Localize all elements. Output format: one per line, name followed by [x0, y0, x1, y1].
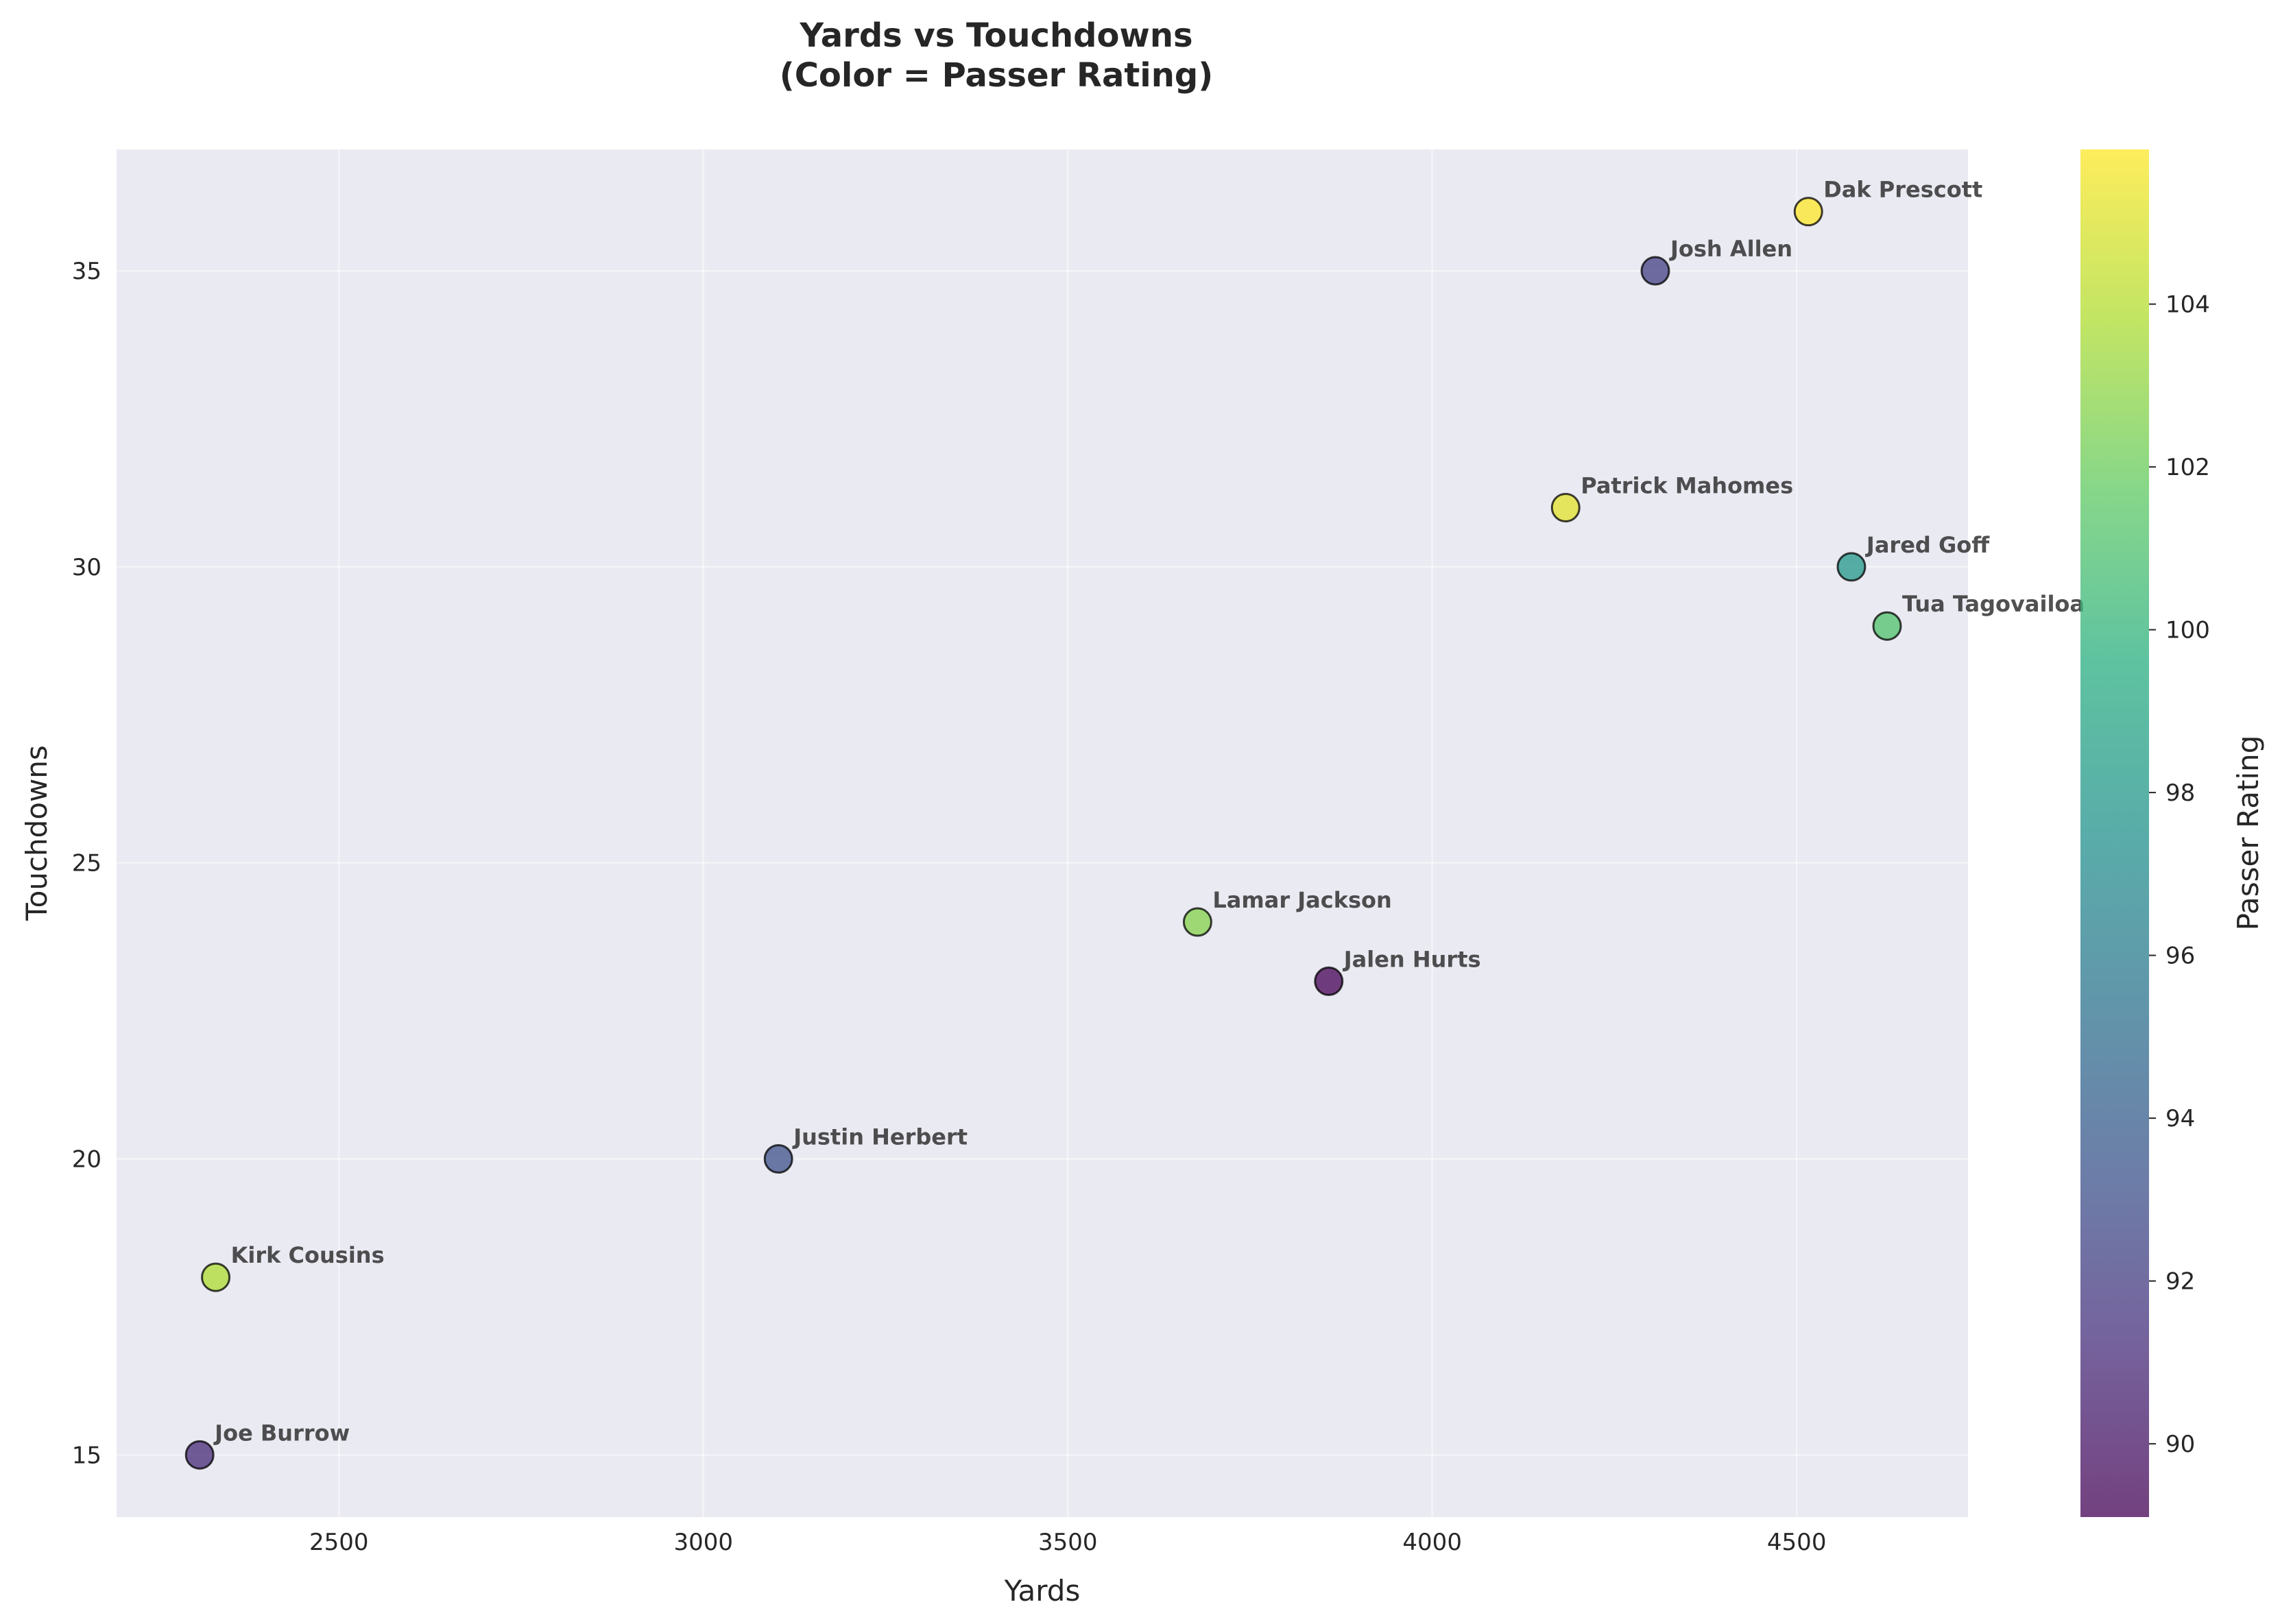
point-label: Kirk Cousins — [231, 1242, 385, 1268]
x-tick-label: 4500 — [1767, 1529, 1827, 1556]
colorbar — [2080, 149, 2149, 1517]
y-tick-label: 30 — [72, 554, 101, 581]
colorbar-tick-label: 98 — [2165, 779, 2195, 807]
x-axis-label: Yards — [1004, 1574, 1081, 1608]
colorbar-tick-label: 94 — [2165, 1105, 2195, 1132]
data-point — [184, 1440, 215, 1470]
chart-title-line: (Color = Passer Rating) — [780, 56, 1213, 95]
point-label: Patrick Mahomes — [1581, 473, 1793, 499]
point-labels: Dak Prescott Josh Allen Patrick Mahomes Jar… — [213, 177, 2085, 1446]
point-label: Lamar Jackson — [1212, 887, 1391, 913]
data-points — [184, 197, 1902, 1470]
data-point — [1182, 907, 1212, 937]
point-label: Joe Burrow — [213, 1420, 350, 1446]
data-point — [1836, 552, 1867, 582]
colorbar-tick-label: 92 — [2165, 1268, 2195, 1296]
data-point — [1640, 256, 1670, 286]
x-tick-label: 4000 — [1402, 1529, 1462, 1556]
data-point — [1872, 611, 1902, 641]
colorbar-label: Passer Rating — [2231, 736, 2265, 931]
data-point — [1550, 493, 1581, 522]
chart-title: Yards vs Touchdowns (Color = Passer Ratin… — [780, 16, 1213, 95]
y-tick-label: 25 — [72, 850, 101, 877]
data-point — [1793, 197, 1823, 227]
y-tick-label: 35 — [72, 258, 101, 285]
x-tick-label: 2500 — [309, 1529, 369, 1556]
data-point — [763, 1144, 793, 1174]
colorbar-tick-label: 96 — [2165, 943, 2195, 970]
data-point — [201, 1262, 231, 1292]
point-label: Josh Allen — [1669, 236, 1792, 262]
colorbar-tick-label: 100 — [2165, 617, 2210, 644]
point-label: Jared Goff — [1865, 532, 1990, 558]
plot-area — [117, 149, 1968, 1517]
colorbar-tick-label: 104 — [2165, 291, 2210, 319]
colorbar-tick-label: 102 — [2165, 454, 2210, 481]
colorbar-tick-label: 90 — [2165, 1431, 2195, 1458]
point-label: Tua Tagovailoa — [1902, 591, 2085, 617]
y-tick-label: 20 — [72, 1146, 101, 1174]
x-tick-label: 3000 — [673, 1529, 733, 1556]
point-label: Jalen Hurts — [1343, 946, 1481, 972]
y-axis-ticks: 15 20 25 30 35 — [72, 258, 101, 1469]
chart-title-line: Yards vs Touchdowns — [799, 16, 1192, 55]
point-label: Dak Prescott — [1823, 177, 1982, 203]
colorbar-ticks: 90 92 94 96 98 100 102 104 — [2149, 291, 2210, 1458]
y-axis-label: Touchdowns — [20, 745, 53, 921]
x-axis-ticks: 2500 3000 3500 4000 4500 — [309, 1529, 1827, 1556]
point-label: Justin Herbert — [792, 1124, 968, 1150]
x-tick-label: 3500 — [1038, 1529, 1098, 1556]
y-tick-label: 15 — [72, 1442, 101, 1469]
data-point — [1314, 966, 1344, 996]
